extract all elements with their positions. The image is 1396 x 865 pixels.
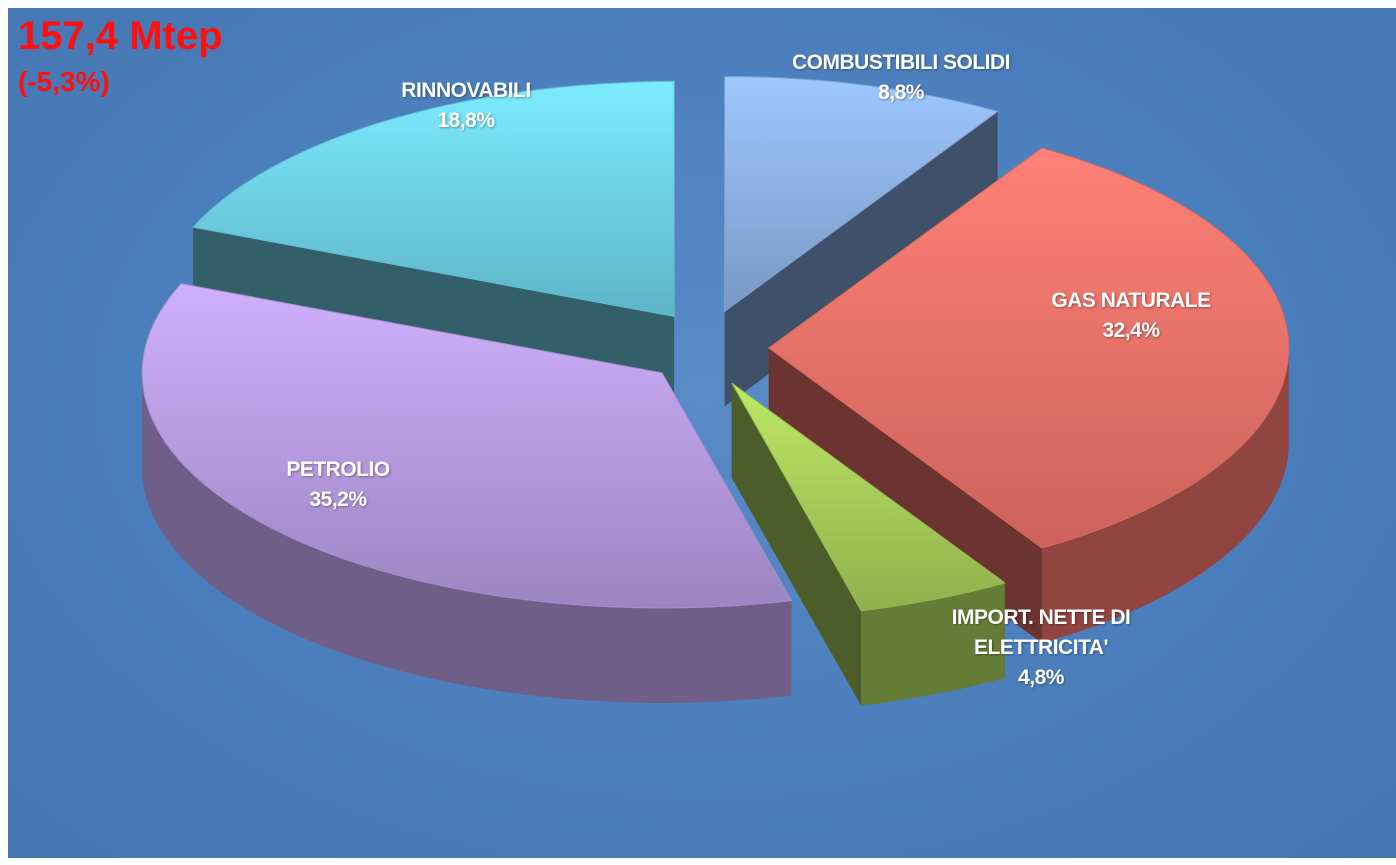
slice-name: RINNOVABILI — [401, 76, 530, 106]
slice-name: PETROLIO — [286, 455, 389, 485]
slice-value: 32,4% — [1051, 316, 1210, 346]
chart-subtitle: (-5,3%) — [18, 66, 110, 98]
data-label: IMPORT. NETTE DI ELETTRICITA'4,8% — [921, 603, 1161, 693]
chart-title: 157,4 Mtep — [18, 14, 223, 59]
slice-value: 18,8% — [401, 106, 530, 136]
pie-chart — [8, 8, 1396, 858]
slice-name: IMPORT. NETTE DI ELETTRICITA' — [921, 603, 1161, 663]
slice-value: 4,8% — [921, 663, 1161, 693]
slice-value: 35,2% — [286, 485, 389, 515]
slice-name: GAS NATURALE — [1051, 286, 1210, 316]
slice-name: COMBUSTIBILI SOLIDI — [792, 48, 1010, 78]
slice-value: 8,8% — [792, 78, 1010, 108]
